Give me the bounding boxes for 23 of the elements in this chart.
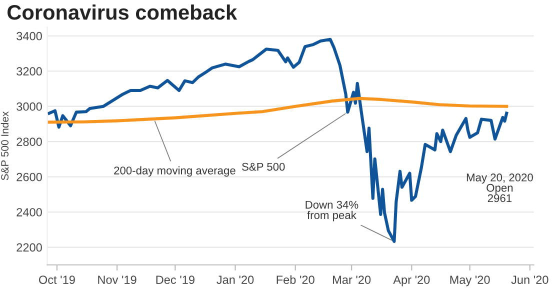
x-tick-label: Dec '19 xyxy=(156,276,194,284)
y-axis-title: S&P 500 Index xyxy=(0,111,9,180)
x-tick-label: Jan '20 xyxy=(216,276,254,284)
line-series xyxy=(48,96,508,124)
text: S&P 500 xyxy=(242,162,285,171)
y-tick-label: 3400 xyxy=(16,32,42,40)
x-tick-label: May '20 xyxy=(450,276,490,286)
x-tick-label: Apr '20 xyxy=(393,276,430,286)
x-tick-label: Mar '20 xyxy=(333,276,371,284)
y-tick-label: 2400 xyxy=(16,208,42,216)
x-tick-label: Feb '20 xyxy=(276,275,314,284)
y-tick-label: 2200 xyxy=(16,243,42,252)
y-tick-label: 2600 xyxy=(16,172,42,182)
y-tick-label: 2800 xyxy=(16,138,42,146)
chart-title: Coronavirus comeback xyxy=(8,4,238,20)
x-tick-label: Jun '20 xyxy=(511,276,548,284)
x-tick-label: Oct '19 xyxy=(38,276,75,284)
annotation: May 20, 2020 Open 2961 xyxy=(466,174,533,202)
x-tick-label: Nov '19 xyxy=(98,276,136,284)
annotation: Down 34% from peak xyxy=(306,200,358,222)
y-tick-label: 3200 xyxy=(16,67,42,76)
y-tick-label: 3000 xyxy=(16,102,42,111)
annotation: 200-day moving average xyxy=(114,166,236,177)
